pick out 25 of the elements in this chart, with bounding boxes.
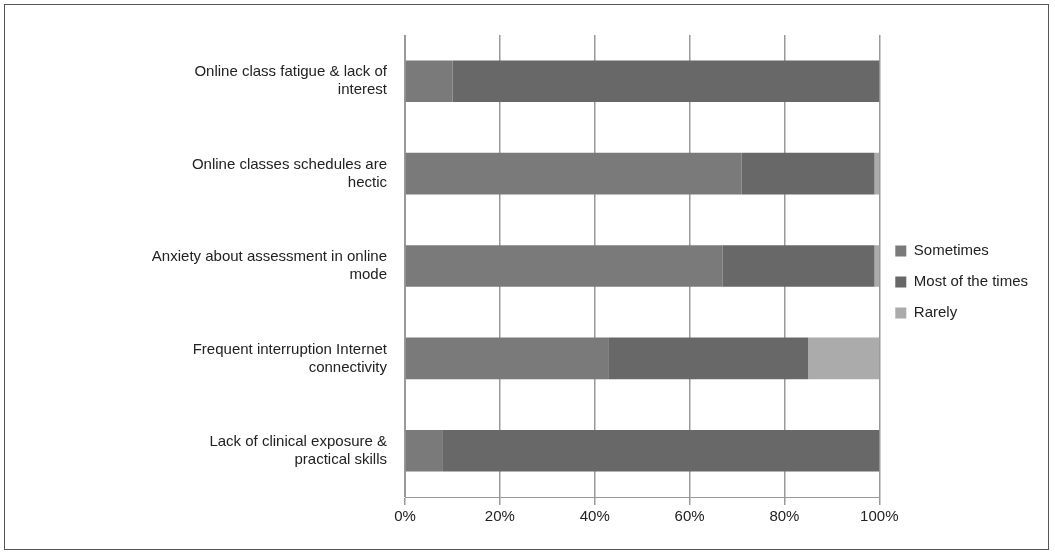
bar xyxy=(452,60,880,102)
bar xyxy=(808,337,880,380)
legend-label: Sometimes xyxy=(913,241,989,259)
x-tick-label: 100% xyxy=(860,507,899,525)
legend-label: Most of the times xyxy=(913,272,1029,290)
legend-label: Rarely xyxy=(913,303,958,321)
y-tick-label: Online classes schedules are hectic xyxy=(191,154,388,190)
y-tick-label: Anxiety about assessment in online mode xyxy=(151,247,387,283)
x-tick-label: 40% xyxy=(579,507,610,525)
y-tick-label: Online class fatigue & lack of interest xyxy=(194,62,388,98)
x-tick-label: 80% xyxy=(769,507,800,525)
bar xyxy=(405,430,443,472)
bar xyxy=(405,337,609,380)
bar xyxy=(741,152,875,195)
y-tick-label: Lack of clinical exposure & practical skills xyxy=(209,431,387,467)
bar xyxy=(608,337,809,380)
bar xyxy=(442,430,880,472)
x-tick-label: 60% xyxy=(674,507,705,525)
y-tick-label: Frequent interruption Internet connectivity xyxy=(192,339,388,375)
bar xyxy=(405,152,742,195)
bar xyxy=(722,245,875,287)
bar xyxy=(405,60,453,102)
bar xyxy=(405,245,723,287)
x-tick-label: 20% xyxy=(484,507,515,525)
x-tick-label: 0% xyxy=(394,507,416,525)
